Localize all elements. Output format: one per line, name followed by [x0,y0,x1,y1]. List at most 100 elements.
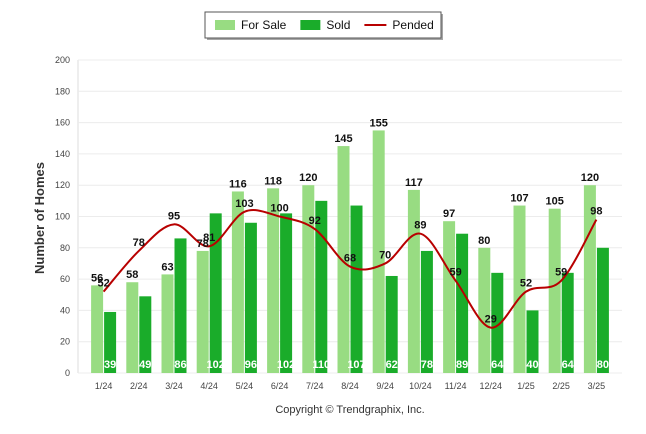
bar-for-sale [513,205,526,373]
x-tick-label: 9/24 [376,381,394,391]
x-tick-label: 2/24 [130,381,148,391]
label-sold: 64 [491,359,504,371]
label-pended: 95 [168,210,180,222]
legend-label: For Sale [241,18,287,32]
bar-for-sale [548,208,561,373]
bar-for-sale [126,282,139,373]
y-tick-label: 20 [60,337,70,347]
legend-box [204,11,442,39]
x-tick-label: 2/25 [552,381,570,391]
x-tick-label: 5/24 [236,381,254,391]
bar-for-sale [91,285,104,373]
x-tick-label: 1/24 [95,381,113,391]
label-sold: 102 [207,359,225,371]
bar-sold [174,238,187,373]
bar-sold [526,310,539,373]
label-pended: 89 [414,220,426,232]
pended-series-line [102,209,598,329]
label-sold: 110 [312,359,330,371]
label-for-sale: 118 [264,175,282,187]
label-sold: 96 [245,359,257,371]
label-sold: 86 [174,359,186,371]
x-tick-label: 10/24 [409,381,432,391]
bar-for-sale [443,221,456,373]
bar-sold [104,311,117,373]
y-tick-label: 100 [55,212,70,222]
legend: For Sale Sold Pended [204,11,443,40]
x-tick-label: 3/24 [165,381,183,391]
legend-swatch [215,20,235,30]
label-for-sale: 120 [581,172,599,184]
y-tick-label: 140 [55,149,70,159]
bar-for-sale [267,188,280,373]
legend-swatch [300,20,321,30]
bar-for-sale [583,185,596,373]
x-tick-label: 4/24 [200,381,218,391]
x-tick-label: 3/25 [588,381,606,391]
bar-for-sale [407,189,420,373]
label-for-sale: 97 [443,208,455,220]
label-sold: 40 [526,359,538,371]
label-pended: 100 [270,203,288,215]
x-tick-label: 1/25 [517,381,535,391]
label-pended: 52 [520,278,532,290]
label-for-sale: 56 [91,272,103,284]
y-tick-label: 80 [60,243,70,253]
bar-sold [456,233,469,373]
label-for-sale: 105 [546,196,564,208]
label-sold: 89 [456,359,468,371]
bars [91,130,609,373]
label-for-sale: 58 [126,269,138,281]
label-for-sale: 63 [161,261,173,273]
label-pended: 81 [203,232,215,244]
y-tick-label: 40 [60,305,70,315]
y-tick-label: 180 [55,86,70,96]
pended-line [102,209,598,329]
label-sold: 80 [597,359,609,371]
label-for-sale: 78 [197,238,209,250]
y-tick-label: 160 [55,118,70,128]
bar-for-sale [337,146,350,373]
data-labels: 56 39 58 49 63 86 78 102 116 96 118 102 120 110 145 107… [91,117,609,371]
label-sold: 102 [277,359,295,371]
legend-label: Sold [326,18,350,32]
x-tick-label: 8/24 [341,381,359,391]
label-sold: 64 [562,359,575,371]
y-axis-label: Number of Homes [32,162,47,274]
label-sold: 49 [139,359,151,371]
label-for-sale: 145 [334,133,352,145]
bar-for-sale [231,191,244,373]
y-tick-label: 0 [65,368,70,378]
bar-sold [244,222,257,373]
gridlines [77,59,622,374]
y-tick-label: 200 [55,55,70,65]
bar-sold [315,200,328,373]
label-sold: 62 [386,359,398,371]
bar-sold [420,250,433,373]
x-tick-label: 6/24 [271,381,289,391]
x-axis-ticks: 1/24 2/24 3/24 4/24 5/24 6/24 7/24 8/24 9/24 10/2… [95,381,605,391]
label-pended: 92 [309,215,321,227]
y-tick-label: 60 [60,274,70,284]
label-pended: 52 [97,278,109,290]
x-tick-label: 7/24 [306,381,324,391]
bar-sold [561,272,574,373]
label-sold: 39 [104,359,116,371]
label-sold: 107 [347,359,365,371]
bar-for-sale [478,247,491,373]
bar-sold [385,275,398,373]
bar-for-sale [161,274,174,373]
label-pended: 98 [590,206,602,218]
y-axis-ticks: 0 20 40 60 80 100 120 140 160 180 200 [55,55,70,378]
bar-sold [209,213,222,373]
copyright: Copyright © Trendgraphix, Inc. [275,404,424,416]
label-pended: 70 [379,249,391,261]
label-for-sale: 120 [299,172,317,184]
bar-for-sale [196,250,209,373]
label-pended: 103 [235,198,253,210]
label-for-sale: 80 [478,235,490,247]
bar-sold [350,205,363,373]
y-tick-label: 120 [55,180,70,190]
bar-sold [139,296,152,373]
label-for-sale: 107 [510,193,528,205]
